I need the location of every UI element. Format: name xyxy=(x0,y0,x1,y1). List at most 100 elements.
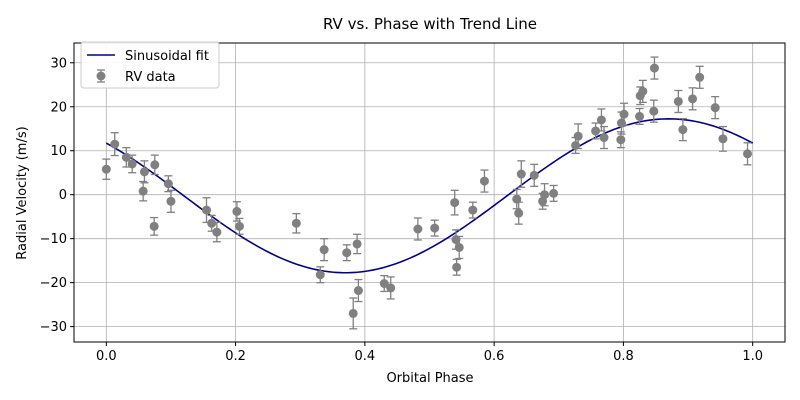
y-tick-label: −10 xyxy=(40,232,67,247)
data-marker xyxy=(452,262,462,272)
rv-data-point xyxy=(149,216,159,236)
axis-ticks: 0.0 0.2 0.4 0.6 0.8 1.0 −30 −20 −10 0 10 20 30 xyxy=(40,56,763,364)
data-marker xyxy=(319,245,329,255)
data-marker xyxy=(352,239,362,249)
rv-data-point xyxy=(386,276,396,300)
data-marker xyxy=(540,190,550,200)
data-marker xyxy=(638,86,648,96)
data-marker xyxy=(166,196,176,206)
y-tick-label: −30 xyxy=(40,320,67,335)
data-marker xyxy=(101,164,111,174)
data-marker xyxy=(688,94,698,104)
sinusoidal-fit-line xyxy=(105,118,754,274)
rv-data-point xyxy=(110,132,120,157)
data-marker xyxy=(315,270,325,280)
rv-data-point xyxy=(342,244,352,262)
data-marker xyxy=(718,134,728,144)
rv-data-point xyxy=(450,189,460,216)
rv-data-point xyxy=(718,125,728,152)
data-points-layer xyxy=(101,56,753,330)
y-axis-label: Radial Velocity (m/s) xyxy=(15,126,30,259)
data-marker xyxy=(649,106,659,116)
rv-data-point xyxy=(353,278,363,303)
data-marker xyxy=(678,125,688,135)
rv-data-point xyxy=(591,122,601,140)
data-marker xyxy=(516,169,526,179)
data-marker xyxy=(591,126,601,136)
rv-data-point xyxy=(710,95,720,120)
data-marker xyxy=(163,179,173,189)
data-marker xyxy=(549,188,559,198)
rv-data-point xyxy=(678,117,688,142)
data-marker xyxy=(353,286,363,296)
data-marker xyxy=(202,205,212,215)
rv-data-point xyxy=(695,65,705,89)
rv-data-point xyxy=(163,175,173,193)
rv-data-point xyxy=(516,160,526,188)
rv-data-point xyxy=(649,56,659,80)
legend-fit-label: Sinusoidal fit xyxy=(125,49,209,64)
x-tick-label: 0.4 xyxy=(355,349,376,364)
rv-data-point xyxy=(452,258,462,276)
rv-data-point xyxy=(635,107,645,125)
data-marker xyxy=(379,279,389,289)
rv-data-point xyxy=(540,183,550,207)
data-marker xyxy=(529,170,539,180)
rv-data-point xyxy=(315,266,325,284)
data-marker xyxy=(599,133,609,143)
data-marker xyxy=(207,218,217,228)
rv-data-point xyxy=(127,154,137,174)
data-marker xyxy=(127,159,137,169)
rv-data-point xyxy=(479,169,489,193)
rv-data-point xyxy=(688,87,698,111)
fit-line-layer xyxy=(105,118,754,274)
data-marker xyxy=(479,176,489,186)
data-marker xyxy=(619,109,629,119)
x-axis-label: Orbital Phase xyxy=(386,371,473,386)
data-marker xyxy=(413,224,423,234)
rv-data-point xyxy=(150,154,160,176)
rv-data-point xyxy=(743,142,753,166)
y-tick-label: 30 xyxy=(50,56,67,71)
rv-data-point xyxy=(549,184,559,202)
rv-data-point xyxy=(234,217,244,235)
data-marker xyxy=(139,167,149,177)
rv-data-point xyxy=(673,89,683,114)
data-marker xyxy=(138,186,148,196)
data-marker xyxy=(596,115,606,125)
rv-data-point xyxy=(649,99,659,123)
chart-title: RV vs. Phase with Trend Line xyxy=(323,15,537,33)
x-tick-label: 0.2 xyxy=(225,349,246,364)
data-marker xyxy=(212,227,222,237)
rv-data-point xyxy=(413,217,423,241)
legend: Sinusoidal fit RV data xyxy=(80,41,220,89)
rv-data-point xyxy=(202,197,212,224)
x-tick-label: 0.8 xyxy=(613,349,634,364)
data-marker xyxy=(468,205,478,215)
data-marker xyxy=(430,223,440,233)
data-marker xyxy=(348,308,358,318)
rv-data-point xyxy=(529,163,539,187)
rv-data-point xyxy=(212,221,222,243)
rv-data-point xyxy=(379,274,389,293)
data-marker xyxy=(454,242,464,252)
data-marker xyxy=(635,111,645,121)
rv-data-point xyxy=(291,212,301,234)
plot-frame xyxy=(73,42,786,343)
data-marker xyxy=(649,63,659,73)
rv-data-point xyxy=(101,158,111,180)
rv-data-point xyxy=(468,201,478,219)
rv-data-point xyxy=(619,102,629,126)
rv-data-point xyxy=(638,79,648,104)
data-marker xyxy=(291,218,301,228)
rv-data-point xyxy=(454,235,464,260)
y-tick-label: −20 xyxy=(40,276,67,291)
data-marker xyxy=(342,248,352,258)
rv-data-point xyxy=(166,189,176,213)
data-marker xyxy=(234,221,244,231)
rv-data-point xyxy=(573,123,583,150)
data-marker xyxy=(695,72,705,82)
data-marker xyxy=(514,208,524,218)
data-marker xyxy=(573,131,583,141)
